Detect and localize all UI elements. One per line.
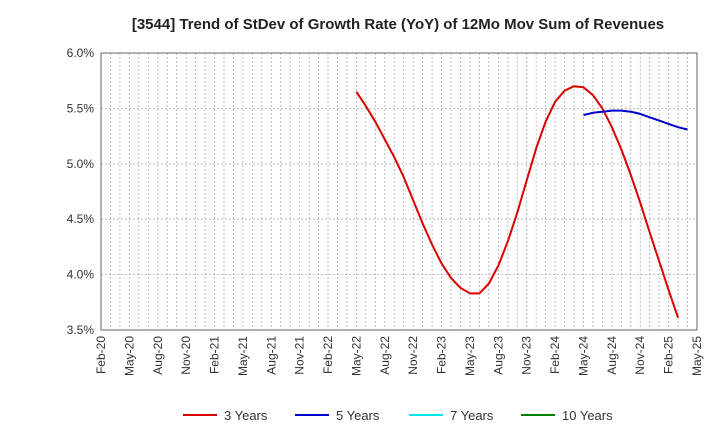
legend-label-7-years: 7 Years <box>450 408 494 423</box>
x-tick-label: Nov-21 <box>293 336 307 375</box>
x-tick-label: Feb-24 <box>548 336 562 374</box>
y-tick-label: 6.0% <box>67 46 95 60</box>
series-line-3-years <box>355 85 680 319</box>
x-tick-label: Feb-25 <box>662 336 676 374</box>
x-tick-label: Aug-21 <box>264 336 278 375</box>
x-tick-label: Nov-24 <box>633 336 647 375</box>
plot-frame <box>100 52 698 331</box>
x-tick-label: May-24 <box>576 336 590 376</box>
x-tick-label: Feb-22 <box>321 336 335 374</box>
y-tick-label: 5.0% <box>67 157 95 171</box>
series-group <box>355 85 688 319</box>
x-tick-label: Aug-24 <box>605 336 619 375</box>
x-tick-label: Feb-23 <box>435 336 449 374</box>
x-tick-label: Feb-20 <box>94 336 108 374</box>
x-tick-label: Nov-20 <box>179 336 193 375</box>
legend-label-5-years: 5 Years <box>336 408 380 423</box>
x-tick-label: Aug-22 <box>378 336 392 375</box>
x-tick-label: May-25 <box>690 336 704 376</box>
y-tick-label: 4.0% <box>67 268 95 282</box>
x-tick-label: Nov-23 <box>520 336 534 375</box>
x-tick-label: Aug-23 <box>491 336 505 375</box>
legend-label-3-years: 3 Years <box>224 408 268 423</box>
x-tick-label: May-20 <box>122 336 136 376</box>
x-tick-label: May-23 <box>463 336 477 376</box>
y-tick-label: 4.5% <box>67 212 95 226</box>
x-tick-label: Aug-20 <box>151 336 165 375</box>
legend-label-10-years: 10 Years <box>562 408 613 423</box>
x-tick-label: Feb-21 <box>208 336 222 374</box>
grid <box>101 52 697 331</box>
x-tick-label: May-22 <box>349 336 363 376</box>
y-tick-label: 3.5% <box>67 323 95 337</box>
x-tick-label: Nov-22 <box>406 336 420 375</box>
x-tick-label: May-21 <box>236 336 250 376</box>
chart-title: [3544] Trend of StDev of Growth Rate (Yo… <box>132 16 664 33</box>
series-line-5-years <box>583 109 688 131</box>
y-axis: 3.5% 4.0% 4.5% 5.0% 5.5% 6.0% <box>67 46 95 337</box>
legend: 3 Years 5 Years 7 Years 10 Years <box>183 408 613 423</box>
x-axis: Feb-20 May-20 Aug-20 Nov-20 Feb-21 May-21 Aug-… <box>94 336 704 376</box>
y-tick-label: 5.5% <box>67 101 95 115</box>
